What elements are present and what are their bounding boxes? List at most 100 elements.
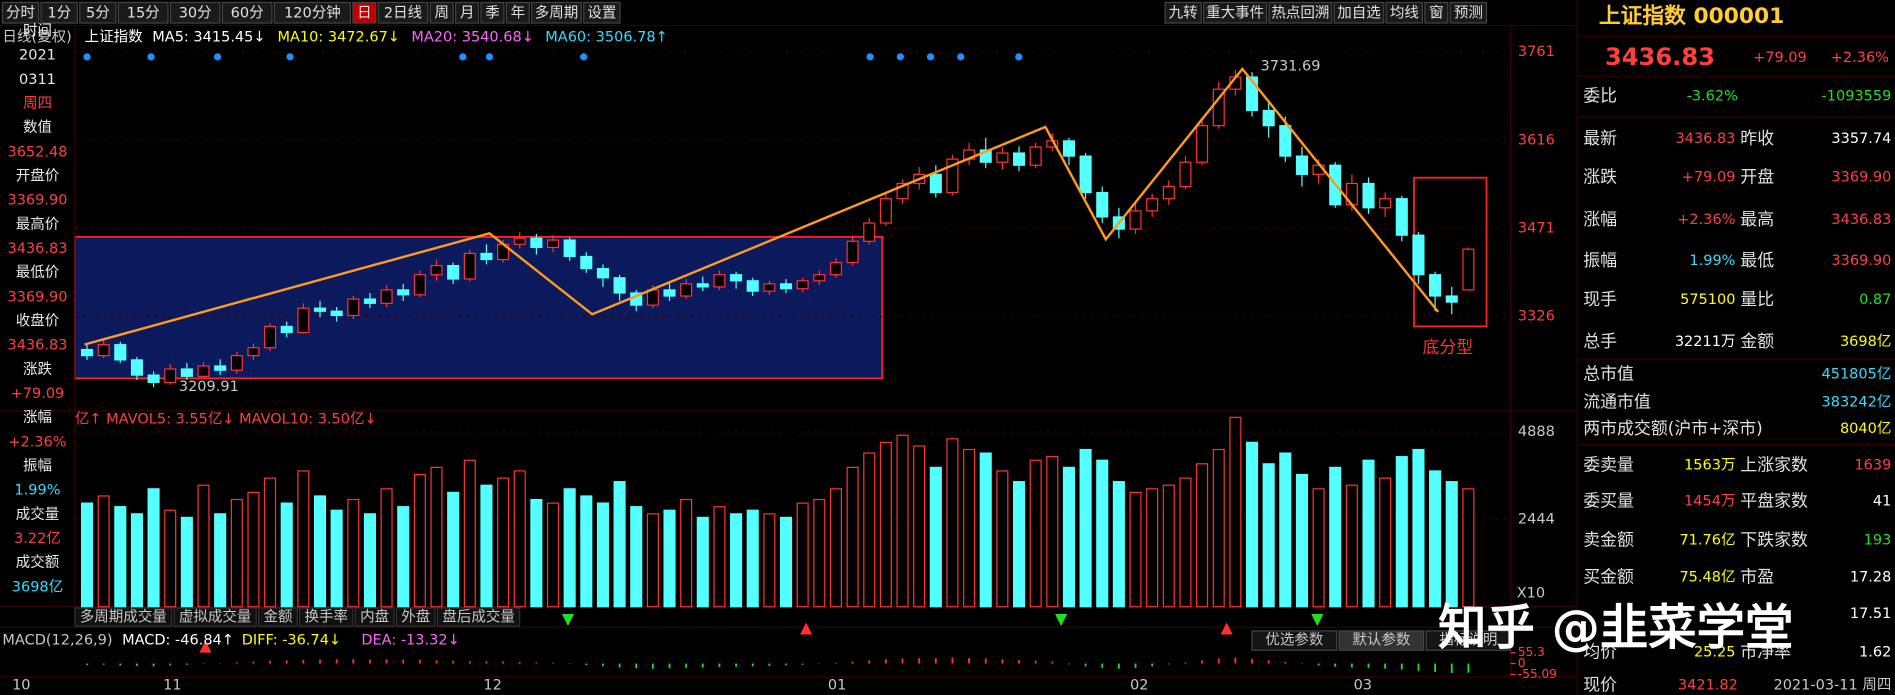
info-item: +2.36% (8, 434, 66, 450)
quote-label: 买金额 (1583, 567, 1634, 587)
candle-body (1279, 125, 1292, 157)
quote-value: 3357.74 (1831, 131, 1891, 147)
info-item: 成交额 (16, 553, 60, 571)
tab[interactable] (436, 607, 521, 627)
volume-bar (1229, 416, 1242, 608)
quote-label: 最新 (1583, 128, 1617, 148)
info-item: 数值 (23, 119, 52, 136)
tab[interactable] (395, 607, 436, 627)
toolbar-button[interactable] (531, 1, 582, 24)
toolbar-label: 日 (357, 5, 372, 21)
candle-body (546, 239, 560, 248)
candle-body (447, 264, 460, 280)
tab[interactable] (299, 607, 354, 627)
candle-body (1362, 182, 1375, 209)
candle-body (530, 237, 543, 248)
quote-value: -1093559 (1822, 89, 1892, 105)
toolbar-button[interactable] (273, 1, 352, 24)
toolbar-label: 30分 (179, 4, 212, 21)
volume-bar (1345, 484, 1358, 608)
volume-bar (530, 498, 543, 608)
macd-header: DIFF: -36.74↓ (242, 633, 341, 649)
volume-bar (1329, 466, 1342, 608)
tab[interactable] (258, 607, 298, 627)
toolbar-button[interactable] (480, 1, 505, 24)
ma-label: MA5: 3415.45↓ (152, 30, 265, 46)
info-item: 成交量 (16, 505, 60, 523)
toolbar-button[interactable] (429, 1, 454, 24)
info-item: 0311 (19, 72, 56, 88)
toolbar-button[interactable] (1333, 1, 1385, 24)
quote-value: +79.09 (1682, 170, 1736, 186)
ma-label: MA10: 3472.67↓ (277, 30, 400, 46)
candle-body (1295, 155, 1308, 175)
volume-bar (430, 466, 443, 608)
info-item: 2021 (19, 48, 56, 64)
candle-body (214, 365, 227, 371)
tab[interactable] (173, 607, 257, 627)
toolbar-button[interactable] (117, 1, 169, 24)
volume-bar (946, 438, 959, 608)
toolbar-button[interactable] (1, 1, 40, 24)
toolbar-button[interactable] (505, 1, 530, 24)
candle-body (730, 274, 743, 282)
quote-value: 3436.83 (1831, 212, 1891, 228)
toolbar-button[interactable] (583, 1, 621, 24)
volume-bar (347, 498, 360, 608)
toolbar-button[interactable] (1385, 1, 1424, 24)
candle-body (696, 283, 709, 288)
volume-bar (313, 495, 327, 608)
toolbar-label: 年 (511, 4, 526, 21)
volume-bar (1312, 488, 1325, 608)
info-item: 开盘价 (16, 166, 60, 184)
toolbar-button[interactable] (1424, 1, 1449, 24)
candle-body (97, 344, 110, 357)
quote-label: 总手 (1583, 331, 1617, 351)
macd-button[interactable] (1338, 630, 1425, 651)
candle-body (380, 289, 393, 304)
toolbar-button[interactable] (455, 1, 480, 24)
candle-body (130, 359, 143, 376)
candle-body (480, 252, 493, 261)
toolbar-button[interactable] (169, 1, 221, 24)
volume-bar (1245, 441, 1259, 608)
volume-bar (1412, 448, 1425, 608)
volume-bar (1379, 477, 1392, 608)
tab[interactable] (74, 607, 173, 627)
volume-bar (829, 488, 842, 608)
toolbar-button[interactable] (352, 1, 377, 24)
volume-bar (713, 506, 726, 608)
quote-label: 两市成交额(沪市+深市) (1583, 418, 1763, 438)
volume-bar (164, 509, 177, 608)
info-item: 涨跌 (23, 361, 52, 378)
candle-body (1212, 88, 1225, 127)
volume-bar (996, 470, 1009, 608)
toolbar-button[interactable] (1449, 1, 1488, 24)
ma-label: MA60: 3506.78↑ (545, 30, 667, 46)
candle-body (1445, 295, 1458, 303)
low-label: 3209.91 (179, 379, 239, 395)
volume-bar (746, 509, 759, 608)
toolbar-label: 周 (434, 5, 449, 21)
macd-header: DEA: -13.32↓ (361, 633, 459, 649)
price-tick: 3326 (1518, 309, 1555, 325)
quote-label: 均价 (1583, 642, 1617, 662)
tab-label: 盘后成交量 (442, 608, 515, 626)
quote-label: 上涨家数 (1740, 454, 1808, 474)
toolbar-button[interactable] (1164, 1, 1202, 24)
x-axis-label: 02 (1130, 677, 1148, 693)
tab[interactable] (354, 607, 395, 627)
tab-label: 金额 (263, 609, 292, 626)
macd-button[interactable] (1251, 630, 1338, 651)
toolbar-button[interactable] (1268, 1, 1333, 24)
toolbar-button[interactable] (40, 1, 78, 24)
toolbar-button[interactable] (377, 1, 429, 24)
toolbar-button[interactable] (79, 1, 117, 24)
toolbar-button[interactable] (1203, 1, 1268, 24)
toolbar-button[interactable] (221, 1, 273, 24)
info-item: 最低价 (16, 264, 60, 281)
candle-body (1029, 146, 1042, 166)
volume-tick: 4888 (1518, 424, 1555, 440)
macd-button[interactable] (1425, 630, 1512, 651)
